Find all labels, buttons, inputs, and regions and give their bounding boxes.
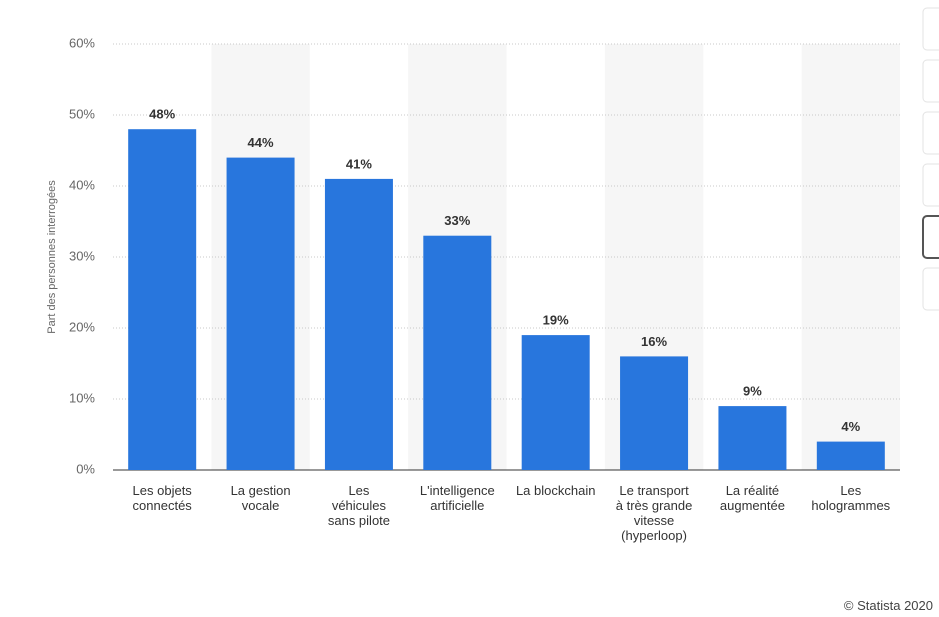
value-label: 48%	[149, 107, 175, 122]
x-tick-label: Les hologrammes	[811, 483, 891, 513]
x-tick-label: La gestion vocale	[230, 483, 291, 513]
band-shade	[801, 44, 900, 470]
y-tick-label: 20%	[69, 319, 95, 334]
source: © Statista 2020	[843, 598, 933, 613]
x-tick-label: Le transport à très grande vitesse (hype…	[615, 483, 693, 543]
x-tick-label: Les véhicules sans pilote	[327, 483, 391, 528]
y-tick-label: 50%	[69, 106, 95, 121]
value-label: 4%	[841, 419, 860, 434]
value-label: 44%	[248, 135, 274, 150]
value-label: 19%	[543, 313, 569, 328]
y-tick-label: 60%	[69, 35, 95, 50]
x-tick-label: Les objets connectés	[132, 483, 192, 513]
bar	[324, 178, 393, 470]
bar	[128, 129, 197, 470]
x-tick-label: L'intelligence artificielle	[419, 483, 495, 513]
bar	[620, 356, 689, 470]
y-tick-label: 40%	[69, 177, 95, 192]
value-label: 41%	[346, 156, 372, 171]
value-label: 33%	[444, 213, 470, 228]
bar	[423, 235, 492, 470]
toolbar	[922, 7, 939, 311]
bar	[816, 441, 885, 470]
bar	[718, 406, 787, 470]
value-label: 9%	[743, 384, 762, 399]
x-tick-label: La blockchain	[515, 483, 596, 498]
y-axis-title: Part des personnes interrogées	[46, 180, 58, 334]
x-tick-label: La réalité augmentée	[719, 483, 785, 513]
value-label: 16%	[641, 334, 667, 349]
y-tick-label: 10%	[69, 390, 95, 405]
y-tick-label: 0%	[76, 461, 95, 476]
bar	[521, 335, 590, 470]
y-tick-label: 30%	[69, 248, 95, 263]
bar	[226, 157, 295, 470]
